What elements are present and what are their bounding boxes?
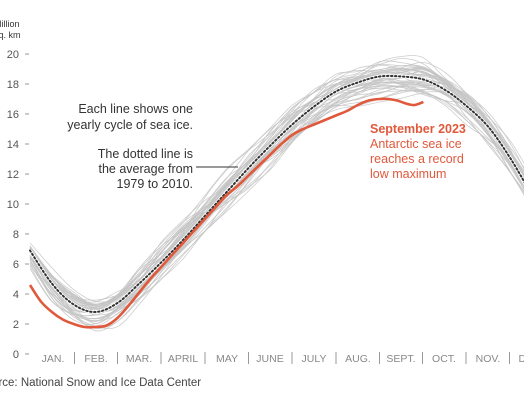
month-label: SEPT. xyxy=(386,353,415,365)
highlight-note-1: Antarctic sea ice xyxy=(370,137,462,151)
y-tick-label: 20 xyxy=(7,49,19,61)
month-label: OCT. xyxy=(432,353,456,365)
average-note-1: The dotted line is xyxy=(98,147,193,161)
yearly-line xyxy=(29,80,524,313)
yearly-line xyxy=(29,89,524,322)
highlight-note-3: low maximum xyxy=(370,167,446,181)
y-tick-label: 4 xyxy=(13,289,19,301)
y-tick-label: 2 xyxy=(13,319,19,331)
y-tick-label: 12 xyxy=(7,169,19,181)
y-tick-label: 0 xyxy=(13,349,19,361)
y-tick-label: 18 xyxy=(7,79,19,91)
yearly-line xyxy=(29,81,524,320)
month-label: AUG. xyxy=(345,353,371,365)
lines-note-2: yearly cycle of sea ice. xyxy=(67,118,193,132)
y-tick-label: 10 xyxy=(7,199,19,211)
y-tick-label: 16 xyxy=(7,109,19,121)
y-tick-label: 8 xyxy=(13,229,19,241)
highlight-line-2023 xyxy=(28,97,424,329)
highlight-note-2: reaches a record xyxy=(370,152,464,166)
month-label: MAY xyxy=(216,353,238,365)
y-axis-label-line-2: sq. km xyxy=(0,30,21,40)
y-axis: 0 2 4 6 8 10 12 14 16 18 20 xyxy=(7,49,29,361)
month-label: JAN. xyxy=(42,353,65,365)
yearly-line xyxy=(29,81,524,316)
month-label: JULY xyxy=(302,353,327,365)
average-line xyxy=(29,74,524,314)
average-note-3: 1979 to 2010. xyxy=(117,177,193,191)
average-note-2: the average from xyxy=(99,162,194,176)
month-label: JUNE xyxy=(256,353,283,365)
yearly-line xyxy=(29,81,524,311)
month-label: MAR. xyxy=(126,353,152,365)
y-tick-label: 14 xyxy=(7,139,19,151)
yearly-lines xyxy=(29,55,524,332)
month-label: NOV. xyxy=(476,353,501,365)
highlight-title: September 2023 xyxy=(370,122,466,136)
source-note: Source: National Snow and Ice Data Cente… xyxy=(0,377,201,389)
month-label: DEC. xyxy=(518,353,524,365)
month-label: FEB. xyxy=(84,353,107,365)
month-label: APRIL xyxy=(168,353,199,365)
yearly-line xyxy=(29,60,524,305)
y-tick-label: 6 xyxy=(13,259,19,271)
yearly-line xyxy=(29,63,524,306)
yearly-line xyxy=(29,62,524,310)
x-axis-months: JAN. FEB. MAR. APRIL MAY JUNE JULY AUG. SEPT. OCT… xyxy=(42,352,524,365)
lines-note-1: Each line shows one xyxy=(78,102,193,116)
y-axis-label-line-1: Million xyxy=(0,19,20,29)
yearly-line xyxy=(29,82,524,313)
